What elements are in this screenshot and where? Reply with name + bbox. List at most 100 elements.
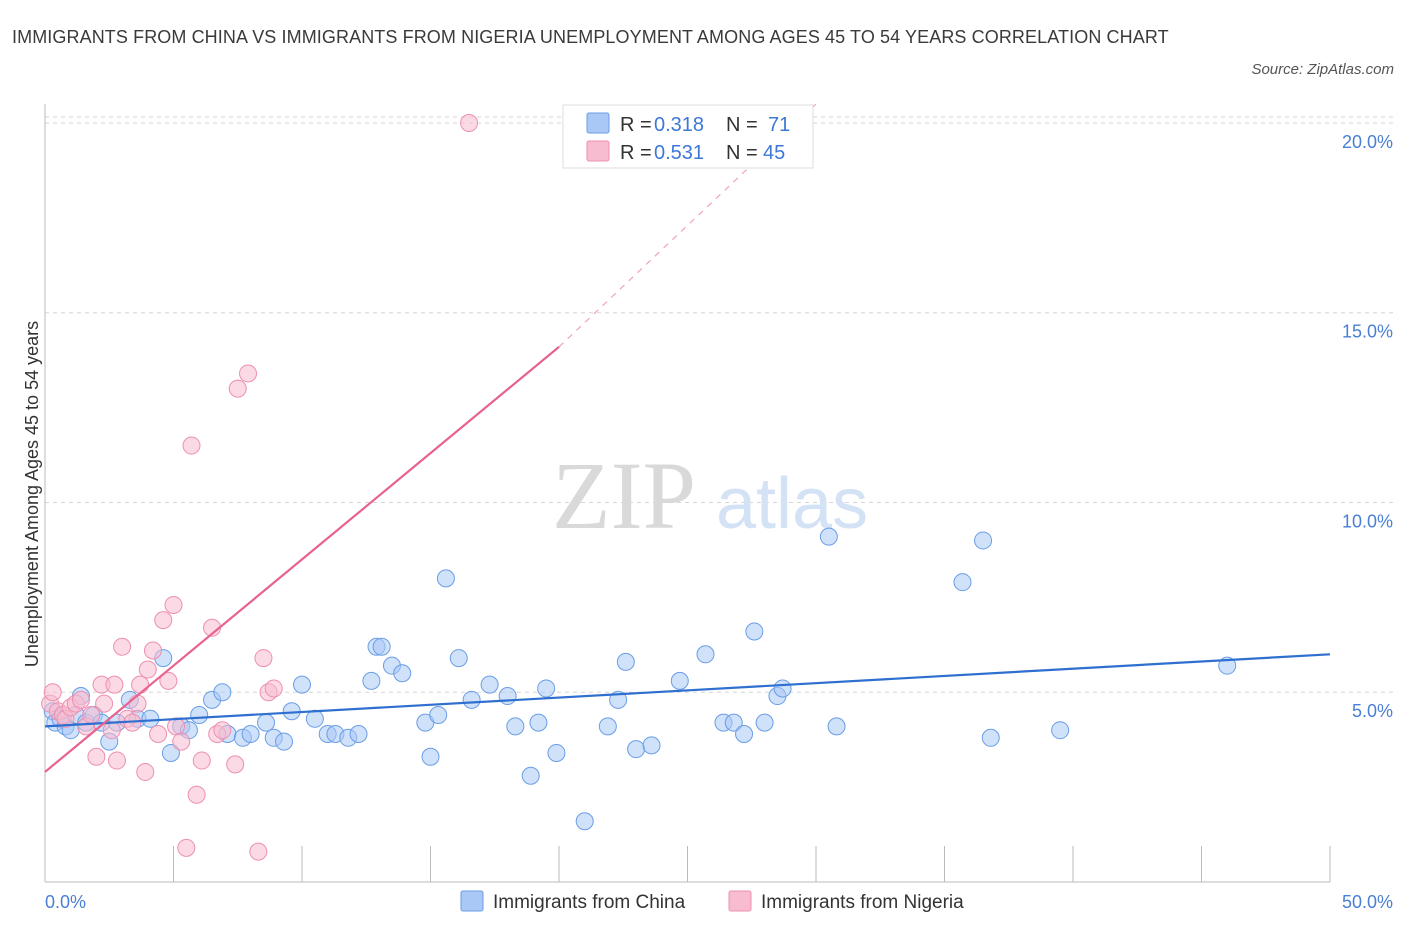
x-tick-label-min: 0.0% bbox=[45, 892, 86, 912]
nigeria-point bbox=[128, 694, 147, 713]
nigeria-point bbox=[159, 671, 178, 690]
china-point bbox=[480, 675, 499, 694]
nigeria-r-value: 0.531 bbox=[654, 142, 704, 164]
y-tick-label: 10.0% bbox=[1342, 511, 1393, 531]
nigeria-point bbox=[164, 595, 183, 614]
nigeria-point bbox=[264, 679, 283, 698]
nigeria-point bbox=[105, 675, 124, 694]
china-point bbox=[627, 740, 646, 759]
china-point bbox=[362, 671, 381, 690]
china-point bbox=[616, 652, 635, 671]
china-point bbox=[161, 743, 180, 762]
nigeria-legend-swatch bbox=[586, 140, 610, 162]
legend-china-swatch bbox=[460, 890, 484, 912]
china-point bbox=[393, 664, 412, 683]
nigeria-point bbox=[172, 732, 191, 751]
nigeria-point bbox=[71, 690, 90, 709]
china-series bbox=[43, 527, 1237, 831]
china-point bbox=[773, 679, 792, 698]
china-point bbox=[981, 728, 1000, 747]
y-axis-title: Unemployment Among Ages 45 to 54 years bbox=[22, 321, 42, 667]
china-point bbox=[974, 531, 993, 550]
nigeria-point bbox=[254, 649, 273, 668]
china-point bbox=[213, 683, 232, 702]
nigeria-point bbox=[143, 641, 162, 660]
china-point bbox=[827, 717, 846, 736]
nigeria-point bbox=[460, 113, 479, 132]
china-n-label: N = bbox=[726, 114, 758, 136]
china-point bbox=[436, 569, 455, 588]
china-point bbox=[537, 679, 556, 698]
china-r-value: 0.318 bbox=[654, 114, 704, 136]
nigeria-point bbox=[138, 660, 157, 679]
china-point bbox=[241, 724, 260, 743]
source-label: Source: ZipAtlas.com bbox=[1251, 61, 1394, 78]
legend-nigeria-swatch bbox=[728, 890, 752, 912]
china-point bbox=[755, 713, 774, 732]
nigeria-point bbox=[136, 762, 155, 781]
y-tick-labels: 5.0% 10.0% 15.0% 20.0% bbox=[1342, 132, 1393, 721]
x-ticks bbox=[44, 846, 1331, 882]
china-point bbox=[141, 709, 160, 728]
china-point bbox=[670, 671, 689, 690]
series-legend: Immigrants from China Immigrants from Ni… bbox=[460, 890, 964, 913]
china-point bbox=[190, 706, 209, 725]
nigeria-point bbox=[102, 721, 121, 740]
china-point bbox=[547, 743, 566, 762]
nigeria-series bbox=[41, 113, 479, 861]
china-point bbox=[449, 649, 468, 668]
china-point bbox=[498, 687, 517, 706]
gridlines bbox=[45, 116, 1395, 693]
china-point bbox=[421, 747, 440, 766]
nigeria-point bbox=[107, 751, 126, 770]
chart-title: IMMIGRANTS FROM CHINA VS IMMIGRANTS FROM… bbox=[12, 27, 1169, 47]
y-tick-label: 15.0% bbox=[1342, 322, 1393, 342]
china-point bbox=[257, 713, 276, 732]
china-legend-swatch bbox=[586, 112, 610, 134]
nigeria-point bbox=[95, 694, 114, 713]
china-r-label: R = bbox=[620, 114, 652, 136]
china-point bbox=[529, 713, 548, 732]
nigeria-point bbox=[177, 838, 196, 857]
china-point bbox=[429, 706, 448, 725]
nigeria-point bbox=[149, 724, 168, 743]
nigeria-r-label: R = bbox=[620, 142, 652, 164]
china-point bbox=[293, 675, 311, 694]
watermark-atlas: atlas bbox=[716, 464, 868, 544]
nigeria-point bbox=[113, 637, 132, 656]
china-point bbox=[696, 645, 715, 664]
nigeria-point bbox=[182, 436, 201, 455]
nigeria-point bbox=[213, 721, 232, 740]
legend-china-label: Immigrants from China bbox=[493, 892, 686, 913]
china-point bbox=[819, 527, 838, 546]
china-point bbox=[609, 690, 628, 709]
stats-legend: R = 0.318 N = 71 R = 0.531 N = 45 bbox=[562, 104, 814, 169]
nigeria-point bbox=[226, 755, 245, 774]
y-tick-label: 5.0% bbox=[1352, 701, 1393, 721]
watermark-zip: ZIP bbox=[552, 442, 696, 549]
y-tick-label: 20.0% bbox=[1342, 132, 1393, 152]
china-point bbox=[642, 736, 661, 755]
china-point bbox=[1218, 656, 1237, 675]
x-tick-label-max: 50.0% bbox=[1342, 892, 1393, 912]
nigeria-point bbox=[239, 364, 258, 383]
nigeria-n-label: N = bbox=[726, 142, 758, 164]
nigeria-trend-line bbox=[44, 346, 560, 773]
china-point bbox=[598, 717, 617, 736]
china-point bbox=[735, 724, 754, 743]
nigeria-point bbox=[43, 683, 62, 702]
nigeria-point bbox=[228, 379, 247, 398]
china-point bbox=[506, 717, 525, 736]
nigeria-point bbox=[192, 751, 211, 770]
china-point bbox=[745, 622, 764, 641]
china-point bbox=[575, 812, 594, 831]
china-point bbox=[349, 724, 368, 743]
nigeria-point bbox=[187, 785, 206, 804]
china-point bbox=[305, 709, 324, 728]
china-point bbox=[1051, 721, 1070, 740]
china-point bbox=[953, 573, 972, 592]
legend-nigeria-label: Immigrants from Nigeria bbox=[761, 892, 964, 913]
trend-lines bbox=[44, 103, 1331, 773]
china-point bbox=[275, 732, 294, 751]
